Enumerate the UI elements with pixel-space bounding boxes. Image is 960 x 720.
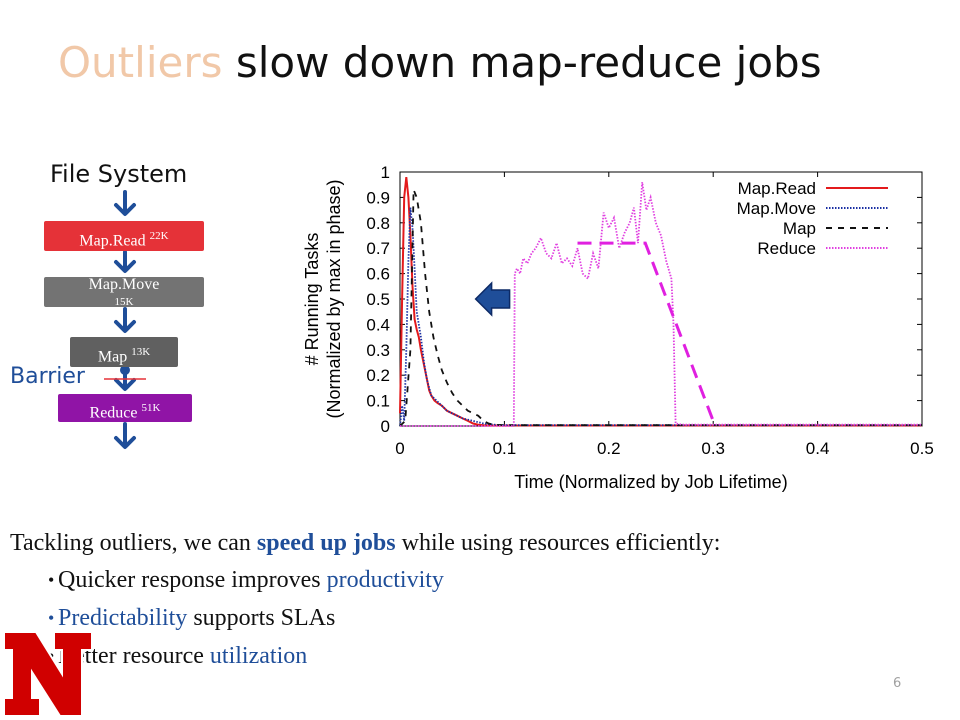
x-axis-label: Time (Normalized by Job Lifetime) — [514, 472, 787, 492]
slide-number: 6 — [893, 676, 902, 691]
y-tick-label: 1 — [381, 163, 390, 182]
series-reduce — [400, 182, 922, 427]
y-tick-label: 0.9 — [366, 188, 390, 207]
legend-label: Map — [783, 219, 816, 238]
x-tick-label: 0.2 — [597, 439, 621, 458]
running-tasks-chart: 0 0.1 0.2 0.3 0.4 0.5 0.6 0.7 0.8 0.9 1 0 0.1 0.2 0.3 0… — [302, 163, 934, 492]
y-axis-label-line: (Normalized by max in phase) — [324, 179, 344, 418]
bullet-predictability: • Predictability supports SLAs — [48, 605, 336, 631]
y-tick-label: 0.6 — [366, 265, 390, 284]
takeaway-intro: Tackling outliers, we can speed up jobs … — [10, 530, 721, 556]
y-tick-label: 0.4 — [366, 315, 390, 334]
slide-title: Outliers slow down map-reduce jobs — [58, 38, 822, 87]
pipeline-arrows — [104, 190, 146, 449]
barrier-label: Barrier — [10, 364, 85, 389]
bullet-productivity: • Quicker response improves productivity — [48, 567, 444, 593]
x-tick-label: 0.5 — [910, 439, 934, 458]
trend-dashed-line — [577, 241, 715, 422]
y-tick-label: 0.8 — [366, 214, 390, 233]
y-tick-label: 0.1 — [366, 392, 390, 411]
stage-map: Map 13K — [70, 337, 178, 367]
stage-map-move: Map.Move 15K — [44, 277, 204, 308]
title-rest: slow down map-reduce jobs — [222, 38, 822, 87]
bullet-utilization: •Better resource utilization — [48, 643, 308, 669]
file-system-label: File System — [50, 160, 188, 188]
x-tick-label: 0.4 — [806, 439, 830, 458]
legend-label: Reduce — [757, 239, 816, 258]
barrier-dot — [120, 365, 130, 375]
legend-label: Map.Read — [738, 179, 816, 198]
y-tick-label: 0.5 — [366, 290, 390, 309]
y-tick-label: 0.2 — [366, 366, 390, 385]
series-map — [399, 189, 922, 427]
y-tick-label: 0 — [381, 417, 390, 436]
stage-map-read: Map.Read 22K — [44, 221, 204, 251]
legend-label: Map.Move — [737, 199, 816, 218]
y-tick-label: 0.7 — [366, 239, 390, 258]
y-tick-label: 0.3 — [366, 341, 390, 360]
block-n-logo — [3, 631, 93, 717]
x-tick-label: 0.3 — [701, 439, 725, 458]
left-arrow-icon — [474, 281, 511, 317]
stage-reduce: Reduce 51K — [58, 394, 192, 422]
x-tick-label: 0.1 — [493, 439, 517, 458]
y-axis-label: # Running Tasks (Normalized by max in pha… — [302, 179, 344, 418]
title-accent: Outliers — [58, 38, 223, 87]
takeaway-list: • Quicker response improves productivity … — [10, 561, 720, 675]
x-tick-label: 0 — [395, 439, 404, 458]
y-axis-label-line: # Running Tasks — [302, 233, 322, 366]
takeaway: Tackling outliers, we can speed up jobs … — [10, 530, 720, 675]
series-map-move — [399, 207, 922, 427]
